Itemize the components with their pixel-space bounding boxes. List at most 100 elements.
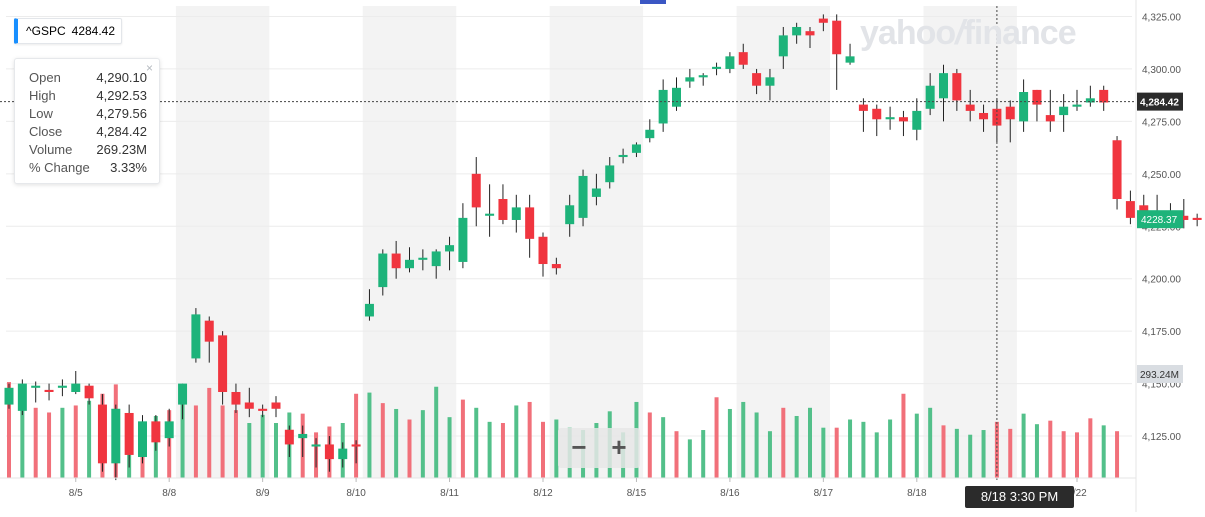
candle[interactable] xyxy=(551,264,561,269)
candle[interactable] xyxy=(31,385,41,388)
candle[interactable] xyxy=(565,205,575,225)
zoom-out-button[interactable]: − xyxy=(571,432,587,462)
candle[interactable] xyxy=(485,213,495,216)
candle[interactable] xyxy=(845,56,855,63)
candle[interactable] xyxy=(992,108,1002,126)
candle[interactable] xyxy=(1045,115,1055,122)
ticker-badge[interactable]: ^GSPC 4284.42 xyxy=(14,18,123,44)
candle[interactable] xyxy=(672,87,681,107)
candle[interactable] xyxy=(538,236,548,265)
candle[interactable] xyxy=(872,108,882,120)
candle[interactable] xyxy=(605,165,615,183)
candle[interactable] xyxy=(378,253,388,288)
candle[interactable] xyxy=(1099,89,1109,103)
volume-bar xyxy=(87,400,92,478)
candle[interactable] xyxy=(364,303,374,317)
candle[interactable] xyxy=(324,444,334,460)
candle[interactable] xyxy=(1085,98,1095,103)
candle[interactable] xyxy=(298,433,308,439)
candle[interactable] xyxy=(124,412,134,455)
candle[interactable] xyxy=(898,117,908,122)
candle[interactable] xyxy=(271,402,281,409)
candle[interactable] xyxy=(618,154,628,158)
candle[interactable] xyxy=(445,245,455,252)
candle[interactable] xyxy=(792,26,802,36)
candle[interactable] xyxy=(405,259,414,269)
candle[interactable] xyxy=(258,408,268,411)
candle[interactable] xyxy=(952,73,962,101)
zoom-in-button[interactable]: + xyxy=(611,432,627,462)
candle[interactable] xyxy=(832,20,842,55)
candle[interactable] xyxy=(151,421,161,443)
candle[interactable] xyxy=(525,207,535,239)
candle[interactable] xyxy=(645,129,655,139)
candle[interactable] xyxy=(1059,106,1069,116)
candle[interactable] xyxy=(351,444,361,447)
candle[interactable] xyxy=(218,335,228,392)
candle[interactable] xyxy=(698,75,708,78)
candle[interactable] xyxy=(805,31,815,36)
candle[interactable] xyxy=(244,402,254,409)
candle[interactable] xyxy=(939,73,948,99)
candle[interactable] xyxy=(164,421,174,439)
tooltip-label: Close xyxy=(29,124,63,139)
candle[interactable] xyxy=(231,391,241,405)
candle[interactable] xyxy=(778,35,788,57)
candle[interactable] xyxy=(1019,92,1029,122)
candle[interactable] xyxy=(471,173,481,208)
candle[interactable] xyxy=(97,404,107,464)
candle[interactable] xyxy=(818,18,828,23)
candle[interactable] xyxy=(338,448,348,460)
candle[interactable] xyxy=(725,56,735,69)
candle[interactable] xyxy=(191,314,201,359)
volume-bar xyxy=(954,428,959,478)
candle[interactable] xyxy=(111,408,121,464)
candle[interactable] xyxy=(1125,201,1135,218)
candle[interactable] xyxy=(458,217,468,262)
candle[interactable] xyxy=(712,66,722,69)
candle[interactable] xyxy=(57,385,67,388)
candle[interactable] xyxy=(685,77,695,82)
candle[interactable] xyxy=(752,73,762,86)
candle[interactable] xyxy=(765,77,775,86)
tooltip-row-low: Low 4,279.56 xyxy=(29,106,147,124)
volume-bar xyxy=(247,423,252,478)
candle[interactable] xyxy=(965,104,975,111)
close-icon[interactable]: × xyxy=(145,61,153,75)
candle[interactable] xyxy=(885,117,895,120)
candle[interactable] xyxy=(1192,217,1202,220)
candle[interactable] xyxy=(511,207,521,220)
candle[interactable] xyxy=(418,257,428,260)
candle[interactable] xyxy=(631,144,641,153)
candle[interactable] xyxy=(71,383,81,392)
x-tick-label: 8/11 xyxy=(440,488,459,499)
candle[interactable] xyxy=(658,89,668,124)
candle[interactable] xyxy=(1005,106,1015,120)
candle[interactable] xyxy=(1112,140,1122,199)
candle[interactable] xyxy=(591,188,601,197)
candle[interactable] xyxy=(979,112,989,120)
candle[interactable] xyxy=(138,421,147,458)
candle[interactable] xyxy=(1032,89,1042,105)
candle[interactable] xyxy=(498,198,508,220)
candle[interactable] xyxy=(391,253,401,269)
candle[interactable] xyxy=(925,85,935,109)
candle[interactable] xyxy=(178,383,188,405)
candle[interactable] xyxy=(84,385,94,399)
candle[interactable] xyxy=(17,383,27,411)
candle[interactable] xyxy=(1179,215,1189,220)
candle[interactable] xyxy=(4,387,14,405)
candle[interactable] xyxy=(1072,104,1082,107)
candle[interactable] xyxy=(738,52,748,65)
candle[interactable] xyxy=(578,175,588,218)
candle[interactable] xyxy=(311,444,321,447)
candle[interactable] xyxy=(284,429,294,445)
candle[interactable] xyxy=(204,320,214,342)
candle[interactable] xyxy=(431,251,441,267)
candle[interactable] xyxy=(858,104,868,111)
candle[interactable] xyxy=(44,389,54,392)
tooltip-label: Volume xyxy=(29,142,73,157)
candle[interactable] xyxy=(912,110,922,130)
